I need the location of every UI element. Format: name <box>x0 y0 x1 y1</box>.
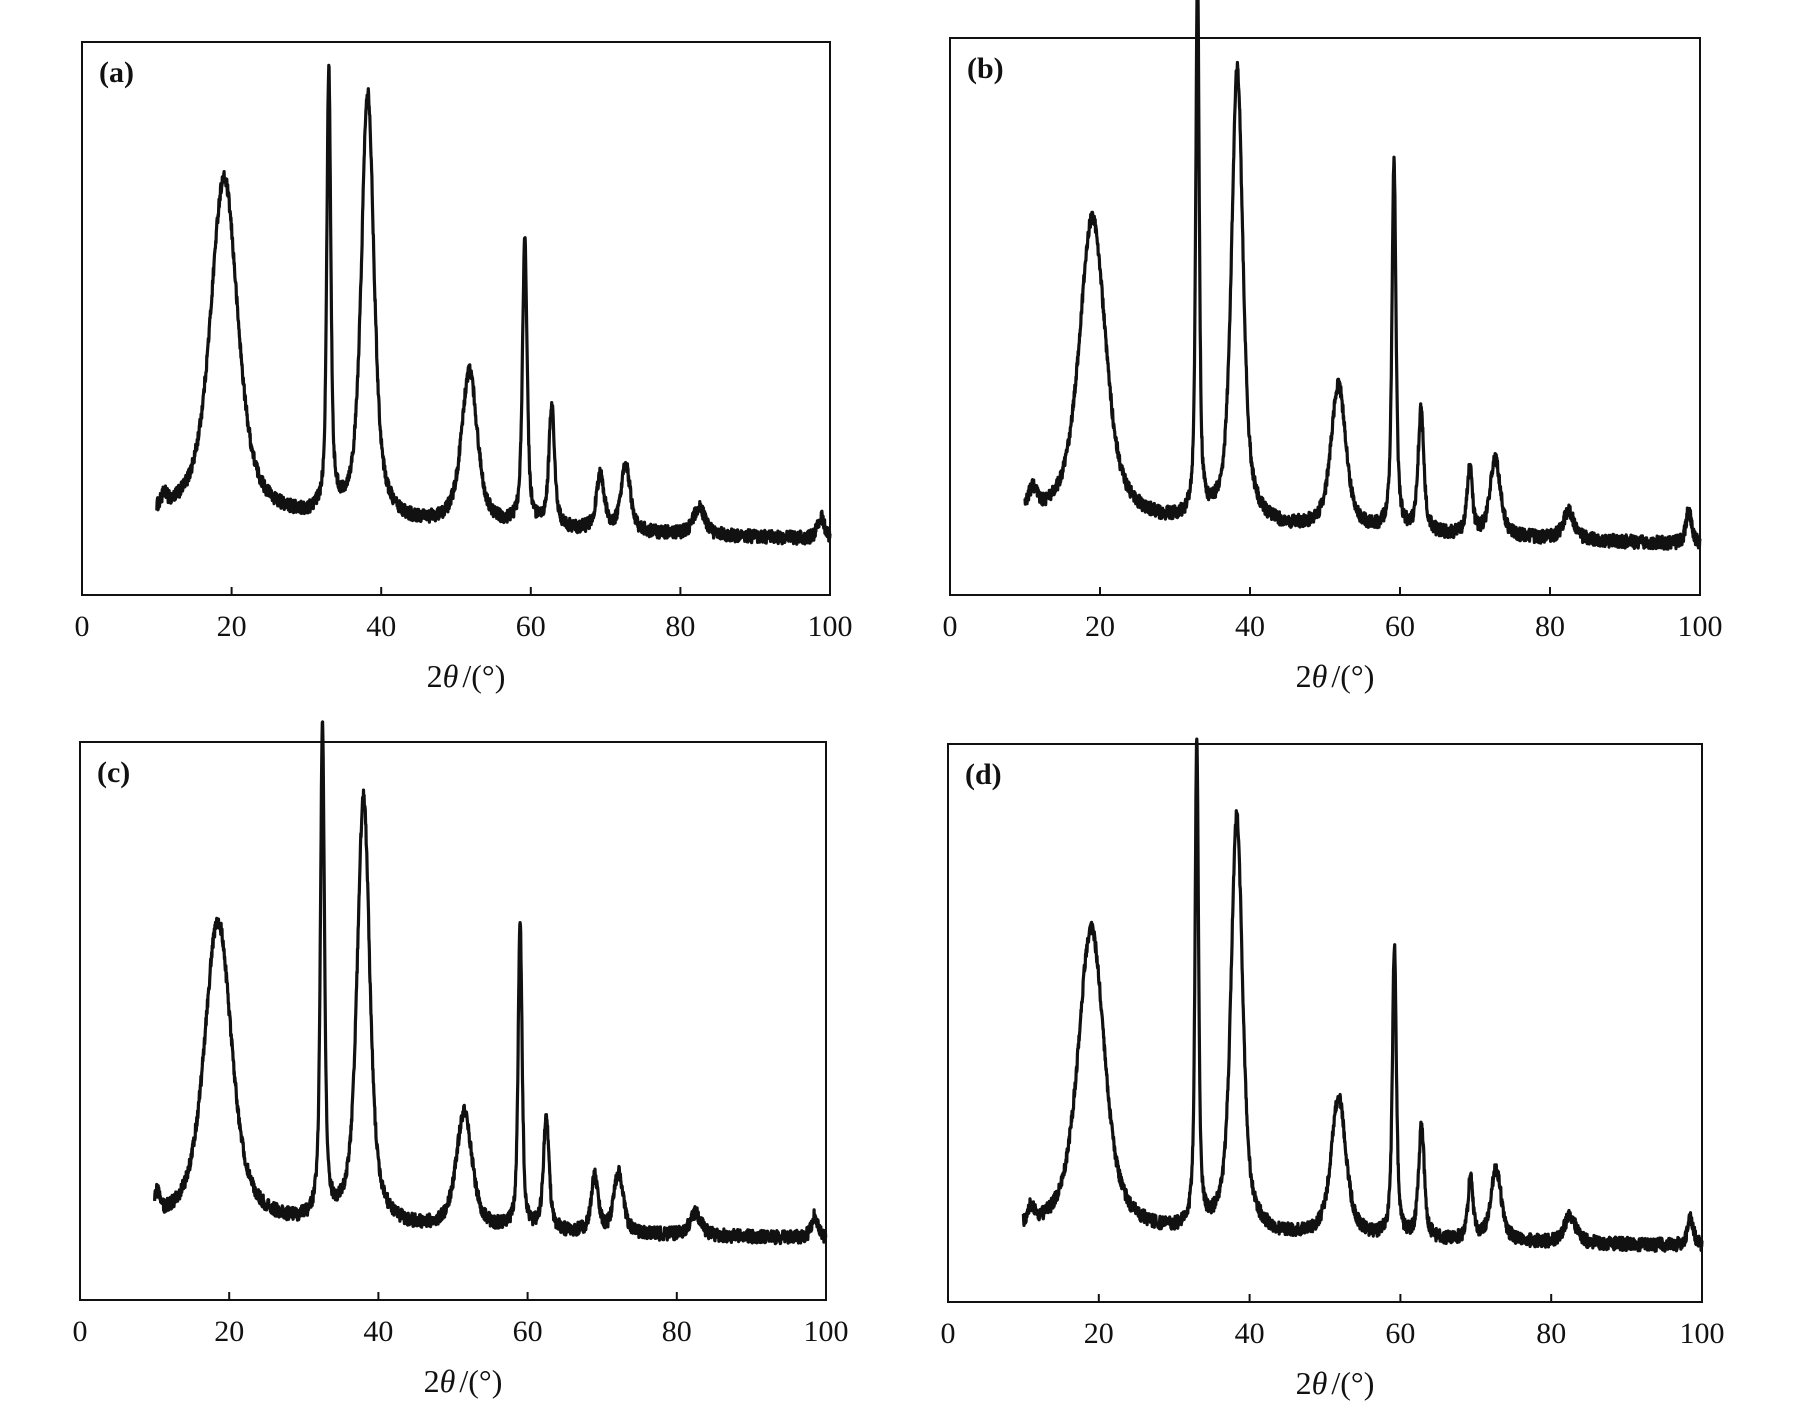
x-tick-label-a-40: 40 <box>366 610 396 643</box>
x-tick-label-d-0: 0 <box>941 1317 956 1350</box>
panel-label-b: (b) <box>967 52 1004 85</box>
x-tick-label-b-20: 20 <box>1085 610 1115 643</box>
plot-frame-c <box>79 741 827 1301</box>
panel-label-c: (c) <box>97 756 130 789</box>
x-tick-label-b-0: 0 <box>943 610 958 643</box>
x-axis-label-a: 2θ/(°) <box>427 658 506 694</box>
x-axis-label-d: 2θ/(°) <box>1296 1365 1375 1401</box>
x-tick-label-d-100: 100 <box>1680 1317 1725 1350</box>
xrd-pattern-b <box>1023 0 1702 551</box>
plot-frame-b <box>949 37 1701 596</box>
x-tick-label-b-80: 80 <box>1535 610 1565 643</box>
x-axis-label-c: 2θ/(°) <box>424 1363 503 1399</box>
x-tick-label-b-40: 40 <box>1235 610 1265 643</box>
x-tick-label-d-20: 20 <box>1084 1317 1114 1350</box>
xrd-pattern-a <box>155 63 832 546</box>
x-tick-label-a-60: 60 <box>516 610 546 643</box>
x-tick-label-c-60: 60 <box>513 1315 543 1348</box>
plot-frame-d <box>947 743 1703 1303</box>
x-tick-label-a-100: 100 <box>808 610 853 643</box>
x-tick-label-d-40: 40 <box>1235 1317 1265 1350</box>
x-tick-label-a-20: 20 <box>217 610 247 643</box>
x-tick-label-a-80: 80 <box>665 610 695 643</box>
panel-label-a: (a) <box>99 56 134 89</box>
x-tick-label-c-40: 40 <box>363 1315 393 1348</box>
panel-label-d: (d) <box>965 758 1002 791</box>
x-tick-label-d-80: 80 <box>1536 1317 1566 1350</box>
xrd-pattern-d <box>1021 737 1704 1253</box>
panel-a: 0 20 40 60 80 100 (a) 2θ/(°) <box>75 41 853 694</box>
x-tick-label-d-60: 60 <box>1385 1317 1415 1350</box>
x-tick-label-b-100: 100 <box>1678 610 1723 643</box>
plot-frame-a <box>81 41 831 596</box>
panel-c: 0 20 40 60 80 100 (c) 2θ/(°) <box>73 720 849 1399</box>
x-tick-label-b-60: 60 <box>1385 610 1415 643</box>
x-tick-label-c-80: 80 <box>662 1315 692 1348</box>
x-tick-label-c-0: 0 <box>73 1315 88 1348</box>
x-tick-label-a-0: 0 <box>75 610 90 643</box>
x-tick-label-c-100: 100 <box>804 1315 849 1348</box>
xrd-pattern-c <box>153 720 828 1246</box>
panel-d: 0 20 40 60 80 100 (d) 2θ/(°) <box>941 737 1725 1401</box>
x-tick-label-c-20: 20 <box>214 1315 244 1348</box>
panel-b: 0 20 40 60 80 100 (b) 2θ/(°) <box>943 0 1723 694</box>
x-axis-label-b: 2θ/(°) <box>1296 658 1375 694</box>
